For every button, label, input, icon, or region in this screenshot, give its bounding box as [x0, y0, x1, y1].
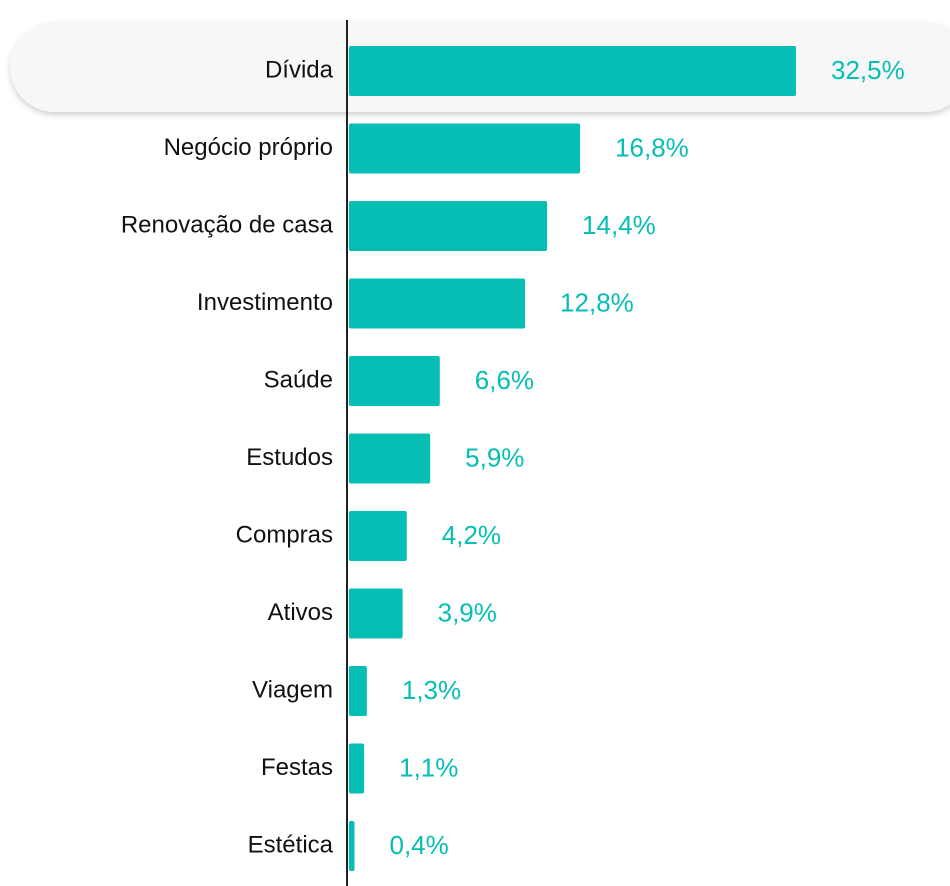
- category-label: Viagem: [252, 676, 333, 703]
- category-label: Compras: [236, 521, 333, 548]
- category-label: Renovação de casa: [121, 211, 334, 238]
- bar: [349, 123, 581, 174]
- category-label: Estudos: [246, 444, 333, 471]
- bar: [349, 356, 440, 406]
- bar: [349, 588, 403, 639]
- bar: [349, 201, 548, 251]
- category-label: Saúde: [264, 366, 333, 393]
- value-label: 5,9%: [465, 442, 524, 472]
- bar: [349, 278, 526, 329]
- bar: [349, 821, 355, 871]
- value-label: 32,5%: [831, 55, 905, 85]
- category-label: Estética: [248, 831, 334, 858]
- value-label: 1,3%: [402, 675, 461, 705]
- bar: [349, 511, 407, 561]
- value-label: 14,4%: [582, 210, 656, 240]
- value-label: 16,8%: [615, 132, 689, 162]
- category-label: Negócio próprio: [164, 134, 333, 161]
- bar: [349, 46, 796, 96]
- bar: [349, 433, 431, 484]
- value-label: 1,1%: [399, 752, 458, 782]
- value-label: 0,4%: [390, 830, 449, 860]
- category-label: Dívida: [265, 56, 334, 83]
- category-label: Festas: [261, 754, 333, 781]
- value-label: 12,8%: [560, 287, 634, 317]
- category-label: Ativos: [268, 599, 333, 626]
- bar: [349, 743, 365, 794]
- value-label: 3,9%: [438, 597, 497, 627]
- value-label: 4,2%: [442, 520, 501, 550]
- category-label: Investimento: [197, 289, 333, 316]
- value-label: 6,6%: [475, 365, 534, 395]
- bar: [349, 666, 367, 716]
